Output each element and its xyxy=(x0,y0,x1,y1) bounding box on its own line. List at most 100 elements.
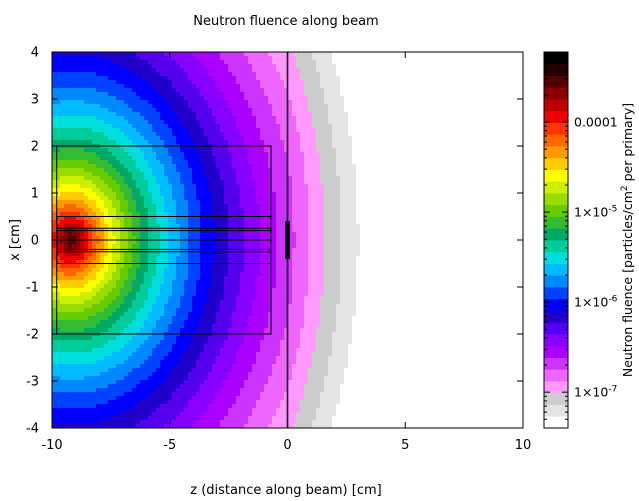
heatmap-cell xyxy=(220,212,225,217)
heatmap-cell xyxy=(72,192,77,197)
heatmap-cell xyxy=(356,148,361,153)
heatmap-cell xyxy=(216,196,221,201)
heatmap-cell xyxy=(56,188,61,193)
heatmap-cell xyxy=(188,60,193,65)
heatmap-cell xyxy=(316,156,321,161)
heatmap-cell xyxy=(124,172,129,177)
heatmap-cell xyxy=(476,180,481,185)
heatmap-cell xyxy=(124,164,129,169)
heatmap-cell xyxy=(288,100,293,105)
heatmap-cell xyxy=(188,156,193,161)
heatmap-cell xyxy=(468,72,473,77)
heatmap-cell xyxy=(392,212,397,217)
heatmap-cell xyxy=(452,112,457,117)
heatmap-cell xyxy=(168,80,173,85)
heatmap-cell xyxy=(80,100,85,105)
heatmap-cell xyxy=(352,184,357,189)
heatmap-cell xyxy=(96,108,101,113)
heatmap-cell xyxy=(68,56,73,61)
heatmap-cell xyxy=(100,164,105,169)
heatmap-cell xyxy=(204,208,209,213)
heatmap-cell xyxy=(136,188,141,193)
heatmap-cell xyxy=(304,52,309,57)
heatmap-cell xyxy=(168,132,173,137)
heatmap-cell xyxy=(508,208,513,213)
heatmap-cell xyxy=(144,64,149,69)
heatmap-cell xyxy=(264,192,269,197)
heatmap-cell xyxy=(264,76,269,81)
heatmap-cell xyxy=(392,144,397,149)
heatmap-cell xyxy=(212,180,217,185)
heatmap-cell xyxy=(412,216,417,221)
heatmap-cell xyxy=(276,124,281,129)
heatmap-cell xyxy=(56,172,61,177)
heatmap-cell xyxy=(384,80,389,85)
heatmap-cell xyxy=(280,116,285,121)
heatmap-cell xyxy=(372,160,377,165)
heatmap-cell xyxy=(308,204,313,209)
heatmap-cell xyxy=(88,156,93,161)
heatmap-cell xyxy=(192,216,197,221)
heatmap-cell xyxy=(56,196,61,201)
heatmap-cell xyxy=(324,176,329,181)
heatmap-cell xyxy=(400,56,405,61)
heatmap-cell xyxy=(208,212,213,217)
heatmap-cell xyxy=(100,92,105,97)
heatmap-cell xyxy=(476,96,481,101)
heatmap-cell xyxy=(368,148,373,153)
heatmap-cell xyxy=(200,180,205,185)
heatmap-cell xyxy=(412,212,417,217)
heatmap-cell xyxy=(284,52,289,57)
heatmap-cell xyxy=(232,180,237,185)
heatmap-cell xyxy=(224,96,229,101)
heatmap-cell xyxy=(276,140,281,145)
heatmap-cell xyxy=(364,212,369,217)
heatmap-cell xyxy=(204,72,209,77)
heatmap-cell xyxy=(108,72,113,77)
heatmap-cell xyxy=(412,124,417,129)
heatmap-cell xyxy=(348,152,353,157)
heatmap-cell xyxy=(184,216,189,221)
heatmap-cell xyxy=(128,216,133,221)
heatmap-cell xyxy=(400,192,405,197)
heatmap-cell xyxy=(440,60,445,65)
heatmap-cell xyxy=(516,192,521,197)
heatmap-cell xyxy=(492,76,497,81)
heatmap-cell xyxy=(120,108,125,113)
heatmap-cell xyxy=(316,160,321,165)
heatmap-cell xyxy=(476,148,481,153)
heatmap-cell xyxy=(276,96,281,101)
heatmap-cell xyxy=(192,100,197,105)
heatmap-cell xyxy=(184,96,189,101)
heatmap-cell xyxy=(340,144,345,149)
heatmap-cell xyxy=(252,92,257,97)
heatmap-cell xyxy=(140,188,145,193)
heatmap-cell xyxy=(336,64,341,69)
heatmap-cell xyxy=(384,200,389,205)
heatmap-cell xyxy=(104,184,109,189)
heatmap-cell xyxy=(332,120,337,125)
heatmap-cell xyxy=(364,216,369,221)
heatmap-cell xyxy=(344,100,349,105)
heatmap-cell xyxy=(416,96,421,101)
heatmap-cell xyxy=(456,156,461,161)
heatmap-cell xyxy=(236,136,241,141)
heatmap-cell xyxy=(80,180,85,185)
heatmap-cell xyxy=(168,92,173,97)
heatmap-cell xyxy=(308,216,313,221)
heatmap-cell xyxy=(316,212,321,217)
heatmap-cell xyxy=(304,172,309,177)
heatmap-cell xyxy=(436,72,441,77)
heatmap-cell xyxy=(404,120,409,125)
heatmap-cell xyxy=(248,216,253,221)
heatmap-cell xyxy=(188,168,193,173)
heatmap-cell xyxy=(108,196,113,201)
heatmap-cell xyxy=(456,184,461,189)
heatmap-cell xyxy=(272,172,277,177)
heatmap-cell xyxy=(260,180,265,185)
heatmap-cell xyxy=(56,88,61,93)
heatmap-cell xyxy=(392,132,397,137)
heatmap-cell xyxy=(248,112,253,117)
heatmap-cell xyxy=(220,68,225,73)
heatmap-cell xyxy=(148,112,153,117)
